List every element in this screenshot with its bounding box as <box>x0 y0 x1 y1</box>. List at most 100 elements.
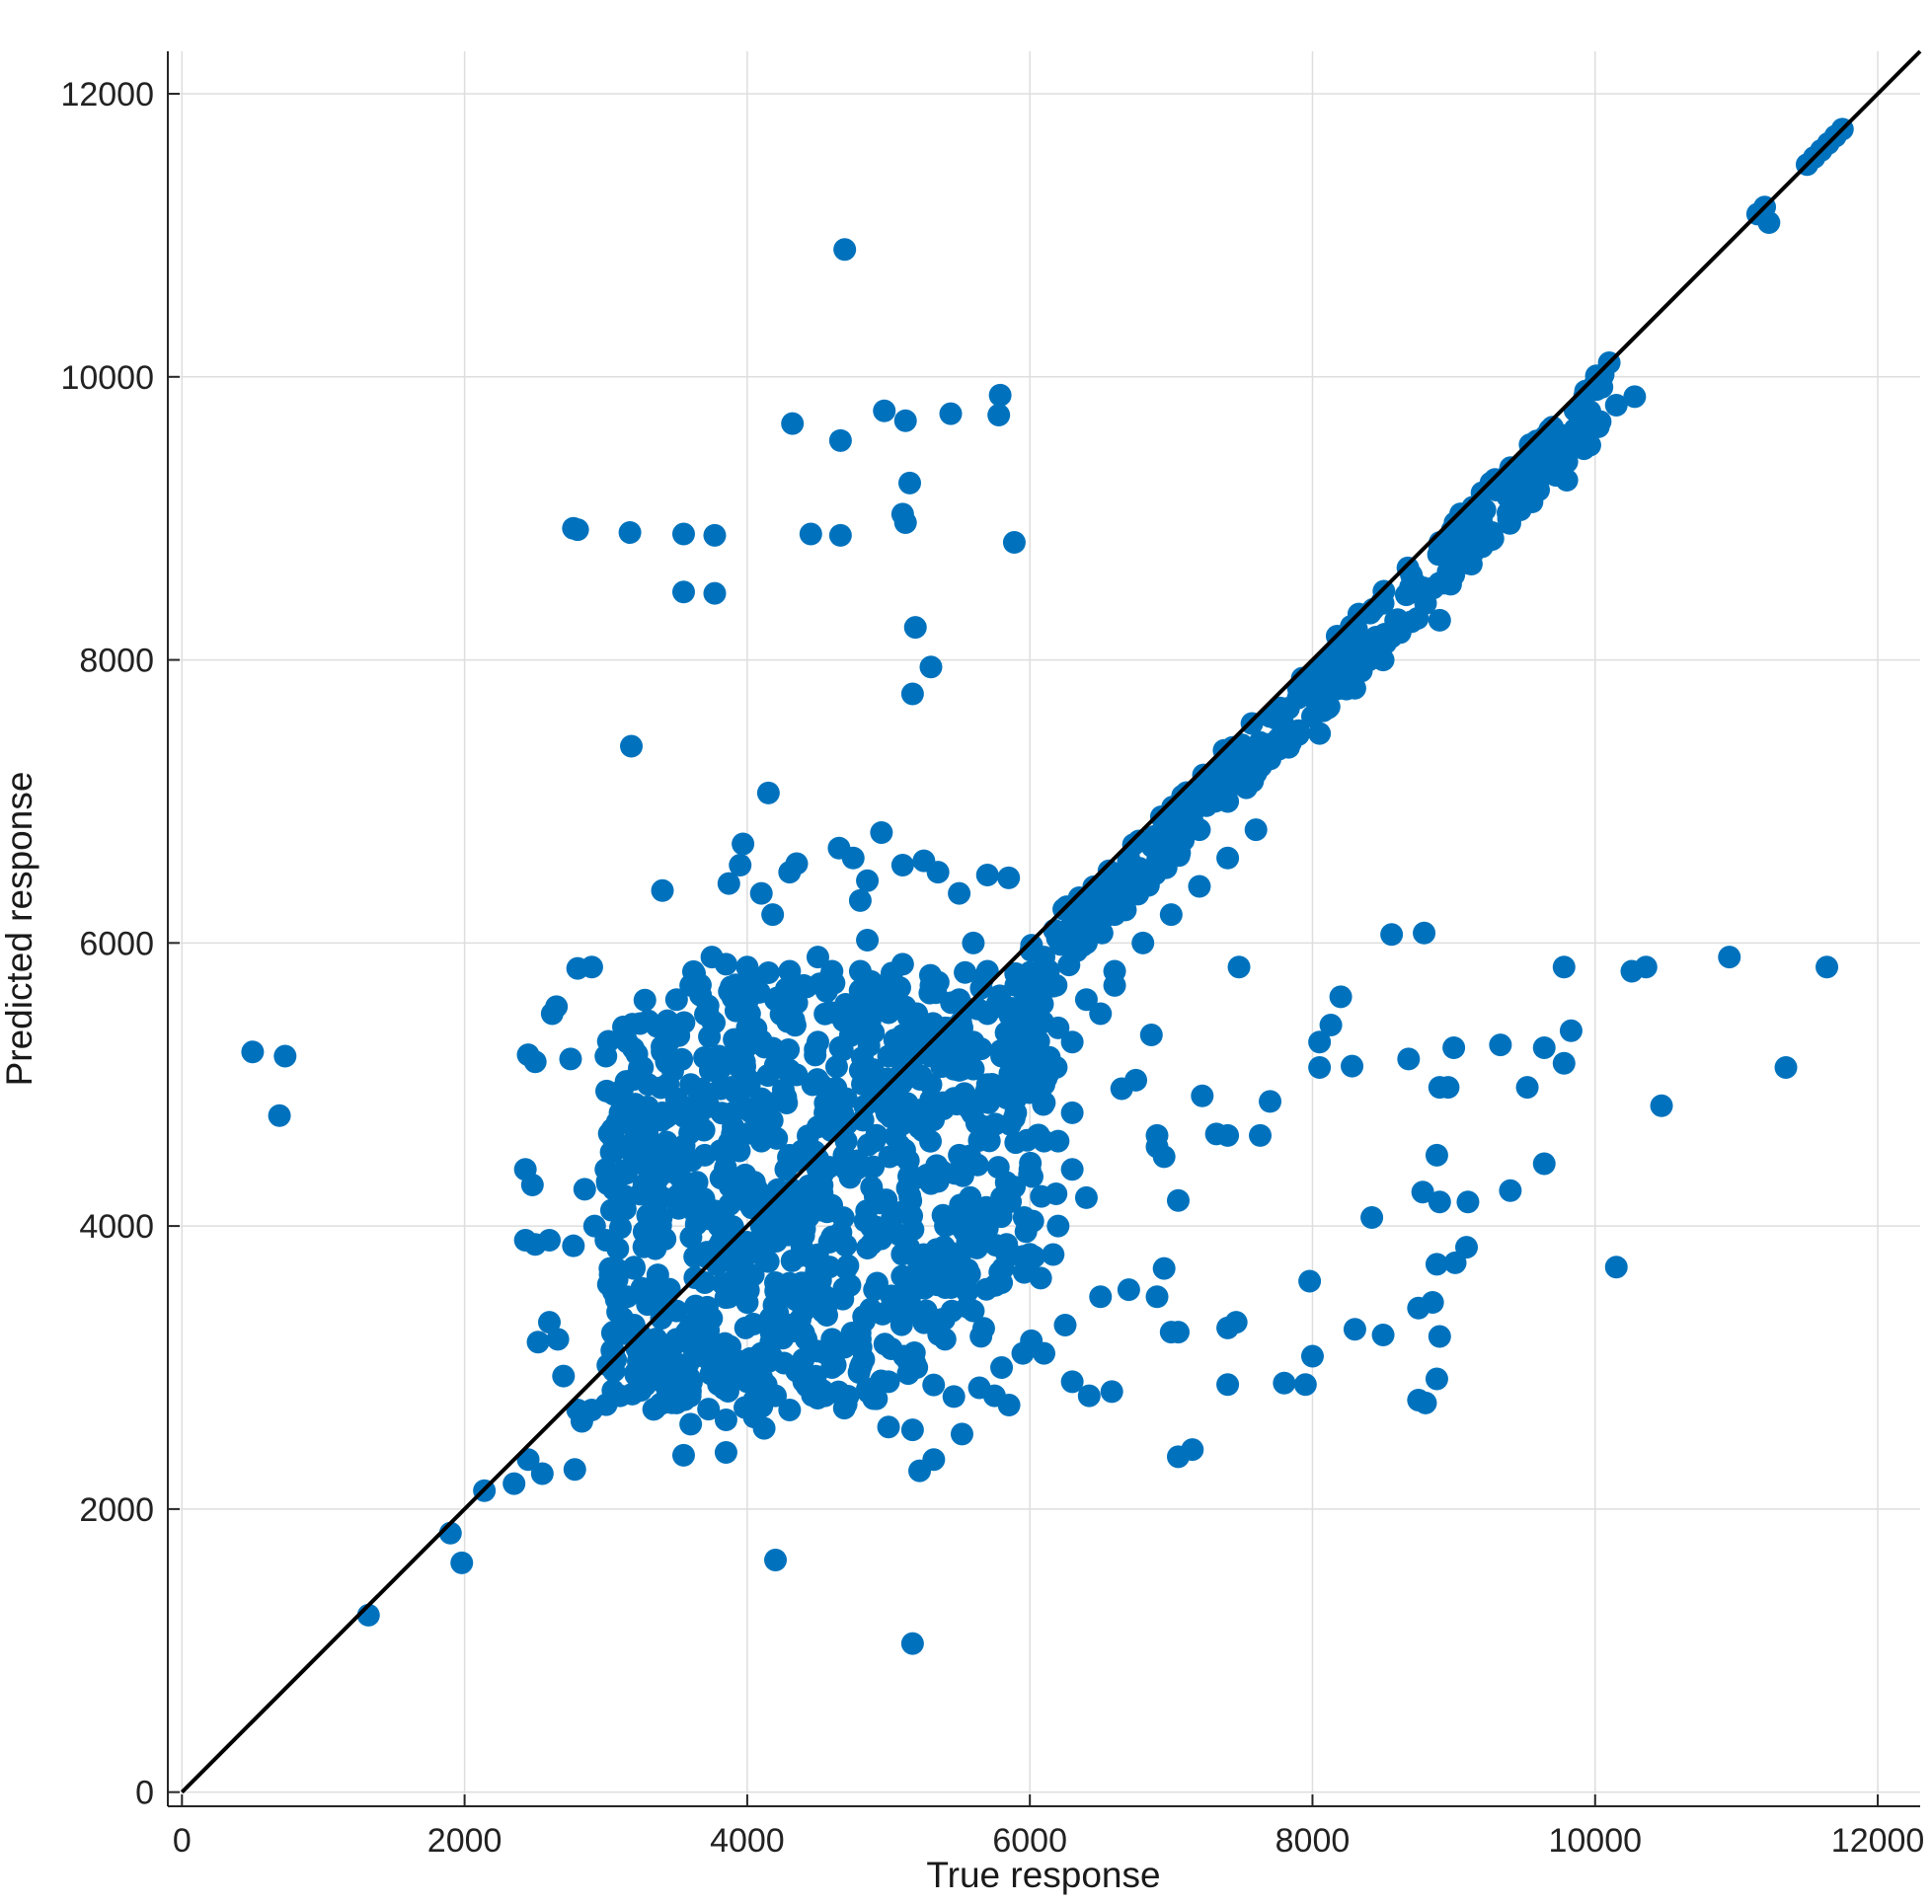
data-point <box>1012 1205 1036 1229</box>
data-point <box>1029 1266 1052 1290</box>
data-point <box>834 1393 858 1416</box>
data-point <box>900 1418 924 1442</box>
data-point <box>1506 486 1529 509</box>
data-point <box>934 1214 958 1238</box>
data-point <box>1060 917 1084 941</box>
data-point <box>834 1234 858 1257</box>
data-point <box>594 1044 618 1068</box>
data-point <box>1534 454 1558 478</box>
data-point <box>580 1399 603 1422</box>
data-point <box>919 1073 943 1097</box>
data-point <box>735 1243 759 1266</box>
data-point <box>820 1356 844 1379</box>
data-point <box>905 1356 929 1379</box>
data-point <box>799 522 822 546</box>
data-point <box>806 1185 829 1209</box>
data-point <box>806 1030 829 1054</box>
data-point <box>679 1412 703 1436</box>
data-point <box>919 1172 943 1195</box>
data-point <box>749 1129 773 1153</box>
data-point <box>273 1044 297 1068</box>
data-point <box>637 1073 660 1097</box>
data-point <box>947 1257 970 1281</box>
data-point <box>671 1443 695 1467</box>
data-point <box>1489 1033 1512 1057</box>
data-point <box>679 973 703 997</box>
data-point <box>806 946 829 969</box>
data-point <box>893 409 917 432</box>
data-point <box>1166 1188 1190 1212</box>
data-point <box>523 1050 547 1074</box>
data-point <box>707 1341 731 1365</box>
data-point <box>603 1269 627 1293</box>
data-point <box>601 1126 625 1150</box>
data-point <box>834 1002 858 1026</box>
data-point <box>856 928 880 952</box>
data-point <box>1146 848 1170 872</box>
x-ticks: 0 2000 4000 6000 8000 10000 12000 <box>173 1794 1924 1860</box>
data-point <box>732 832 755 856</box>
data-point <box>693 1087 717 1110</box>
data-point <box>1188 875 1211 898</box>
data-point <box>651 1158 674 1181</box>
data-point <box>896 1149 920 1173</box>
data-point <box>764 1270 788 1294</box>
data-point <box>629 1182 653 1206</box>
data-point <box>537 1311 561 1334</box>
data-point <box>1400 610 1424 634</box>
data-point <box>877 1299 900 1323</box>
data-point <box>1371 1324 1395 1347</box>
data-point <box>672 1134 696 1158</box>
data-point <box>637 1356 660 1379</box>
data-point <box>1259 747 1282 771</box>
data-point <box>778 1143 802 1167</box>
data-point <box>1428 608 1451 632</box>
data-point <box>756 1064 780 1088</box>
data-point <box>734 1316 757 1339</box>
data-point <box>618 521 642 545</box>
data-point <box>828 428 852 452</box>
data-point <box>919 655 943 679</box>
data-point <box>651 1185 674 1209</box>
data-point <box>1425 1143 1448 1167</box>
data-point <box>608 1384 632 1408</box>
data-point <box>1414 591 1437 615</box>
data-point <box>1300 705 1324 728</box>
y-tick-label: 8000 <box>79 643 154 680</box>
data-point <box>990 1270 1014 1294</box>
data-point <box>722 1270 745 1294</box>
data-point <box>1216 1373 1240 1397</box>
data-point <box>931 1308 955 1332</box>
data-point <box>987 404 1011 427</box>
data-point <box>1650 1094 1673 1117</box>
data-point <box>948 1058 971 1082</box>
data-point <box>995 1233 1019 1257</box>
data-point <box>664 1391 688 1414</box>
data-point <box>1559 1019 1583 1042</box>
data-point <box>898 471 922 495</box>
data-point <box>939 402 963 425</box>
data-point <box>1032 1093 1055 1116</box>
data-point <box>546 1328 570 1351</box>
data-point <box>637 1221 660 1245</box>
y-tick-label: 6000 <box>79 925 154 962</box>
data-point <box>1018 1243 1042 1266</box>
data-point <box>1060 1370 1084 1394</box>
reference-line <box>180 49 1922 1794</box>
data-point <box>722 1356 745 1379</box>
data-point <box>990 1044 1014 1068</box>
data-point <box>975 1002 999 1026</box>
data-point <box>877 988 900 1012</box>
data-point <box>779 1007 803 1030</box>
data-point <box>1046 1214 1070 1238</box>
data-point <box>729 853 752 876</box>
data-point <box>559 1047 582 1071</box>
data-point <box>1046 1016 1070 1039</box>
data-point <box>962 1214 985 1238</box>
data-point <box>724 1080 747 1104</box>
data-point <box>997 866 1021 889</box>
x-tick-label: 4000 <box>710 1822 785 1860</box>
data-point <box>990 1185 1014 1209</box>
data-point <box>735 1370 759 1394</box>
data-point <box>718 1192 741 1216</box>
